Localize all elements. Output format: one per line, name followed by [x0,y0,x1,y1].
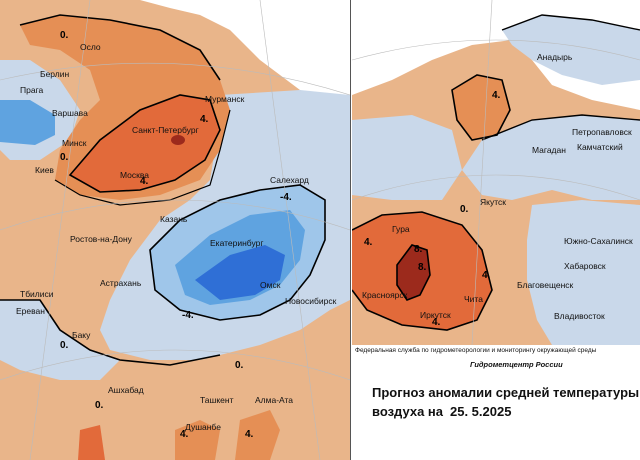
city-tbilisi: Тбилиси [20,289,54,299]
west-warm-south-1 [175,420,220,460]
city-dushanbe: Душанбе [185,422,221,432]
east-isoline-plus4-north [451,74,511,141]
west-iso-label-8: 0. [235,360,244,371]
west-isoline-minus4 [149,184,326,321]
west-iso-label-1: 0. [60,30,69,41]
east-warm-north [452,75,510,140]
agency-short-name: Гидрометцентр России [470,360,563,369]
city-yekaterinburg: Екатеринбург [210,238,263,248]
east-graticule-1 [352,39,640,61]
city-krasnoyarsk: Красноярск [362,290,408,300]
city-kyiv: Киев [35,165,54,175]
east-iso-label-2: 0. [460,204,469,215]
city-rostov: Ростов-на-Дону [70,234,133,244]
west-iso-label-10: 4. [180,429,189,440]
west-hot-zone [70,95,220,192]
east-iso-label-3: 4. [364,237,373,248]
forecast-date: 25. 5.2025 [450,404,512,419]
east-isoline-plus4-south [352,211,493,331]
city-gura: Гура [392,224,410,234]
west-meridian-1 [29,0,91,460]
west-extreme-spot [171,135,185,145]
east-iso-label-5: 8. [418,262,427,273]
city-minsk: Минск [62,138,87,148]
city-yerevan: Ереван [16,306,45,316]
forecast-title-line1: Прогноз аномалии средней температуры [372,385,640,400]
east-cool-southeast [527,200,640,345]
city-khabarovsk: Хабаровск [564,261,606,271]
city-anadyr: Анадырь [537,52,573,62]
city-magadan: Магадан [532,145,566,155]
west-iso-label-9: 0. [95,400,104,411]
city-yakutsk: Якутск [480,197,506,207]
city-irkutsk: Иркутск [420,310,451,320]
west-cool-zone-south [0,300,120,380]
east-isoline-plus8 [396,244,431,301]
city-murmansk: Мурманск [205,94,245,104]
forecast-title-line2: воздуха на [372,404,444,419]
west-graticule-3 [0,349,350,381]
west-iso-label-2: 0. [60,152,69,163]
city-tashkent: Ташкент [200,395,234,405]
east-meridian-1 [471,0,493,345]
west-hot-south [78,425,105,460]
city-ashgabat: Ашхабад [108,385,144,395]
west-iso-label-7: 0. [60,340,69,351]
west-anomaly-map: 0. 0. 4. 4. -4. -4. 0. 0. 0. 4. 4. Осло … [0,0,350,460]
city-novosibirsk: Новосибирск [285,296,337,306]
east-graticule-2 [352,174,640,201]
west-iso-label-5: -4. [280,192,292,203]
east-isoline-zero-center [481,114,640,141]
east-anomaly-map: 4. 0. 4. 8. 8. 4. 4. Анадырь Петропавлов… [352,0,640,345]
east-isoline-zero-north [501,14,640,31]
west-isoline-zero-south [0,299,221,366]
city-petropavlovsk: Петропавловск [572,127,632,137]
west-map-panel: 0. 0. 4. 4. -4. -4. 0. 0. 0. 4. 4. Осло … [0,0,351,460]
city-omsk: Омск [260,280,281,290]
city-vladivostok: Владивосток [554,311,605,321]
east-iso-label-7: 4. [432,317,441,328]
city-salekhard: Салехард [270,175,309,185]
east-cool-center [462,115,640,200]
city-chita: Чита [464,294,483,304]
west-isoline-plus4 [68,94,221,193]
east-iso-label-4: 8. [414,244,423,255]
west-meridian-2 [259,0,321,460]
west-arctic-sea [140,0,350,110]
city-almaty: Алма-Ата [255,395,293,405]
city-oslo: Осло [80,42,101,52]
west-iso-label-6: -4. [182,310,194,321]
west-iso-label-11: 4. [245,429,254,440]
city-warsaw: Варшава [52,108,88,118]
east-extreme-core [397,245,430,300]
city-moscow: Москва [120,170,149,180]
west-graticule-2 [0,199,350,231]
west-graticule-1 [0,62,350,96]
east-cool-northeast [502,15,640,85]
east-iso-label-1: 4. [492,90,501,101]
west-cold-zone-west [0,100,55,145]
east-cool-west [352,115,462,200]
city-yuzhno-sakhalinsk: Южно-Сахалинск [564,236,633,246]
west-iso-label-3: 4. [200,114,209,125]
city-kazan: Казань [160,214,188,224]
city-prague: Прага [20,85,43,95]
city-berlin: Берлин [40,69,69,79]
west-isoline-zero-north [19,14,221,81]
east-iso-label-6: 4. [482,270,491,281]
agency-full-name: Федеральная служба по гидрометеорологии … [355,347,597,354]
city-st-petersburg: Санкт-Петербург [132,125,199,135]
east-map-panel: 4. 0. 4. 8. 8. 4. 4. Анадырь Петропавлов… [352,0,640,345]
city-astrakhan: Астрахань [100,278,142,288]
city-blagoveshchensk: Благовещенск [517,280,574,290]
west-warm-south-2 [235,410,280,460]
city-baku: Баку [72,330,91,340]
west-iso-label-4: 4. [140,176,149,187]
west-very-cold-core [195,245,285,300]
city-kamchatsky: Камчатский [577,142,623,152]
